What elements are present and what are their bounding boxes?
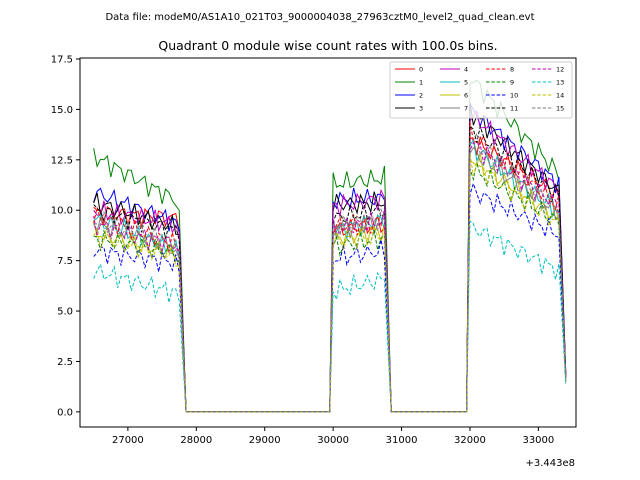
y-tick-label: 0.0: [57, 407, 73, 418]
x-tick-label: 31000: [386, 435, 418, 446]
x-tick-label: 30000: [317, 435, 349, 446]
legend-frame: [389, 61, 573, 119]
y-tick-label: 12.5: [51, 155, 73, 166]
legend-label-12: 12: [556, 66, 564, 74]
legend-label-2: 2: [419, 92, 423, 100]
x-tick-label: 32000: [454, 435, 486, 446]
legend-label-9: 9: [510, 79, 514, 87]
y-tick-label: 15.0: [51, 105, 73, 116]
y-tick-label: 2.5: [57, 357, 73, 368]
chart-title: Quadrant 0 module wise count rates with …: [158, 38, 497, 53]
series-line-0: [93, 136, 567, 413]
series-line-14: [93, 153, 567, 413]
x-tick-label: 27000: [112, 435, 144, 446]
series-line-4: [93, 109, 567, 413]
legend-label-5: 5: [464, 79, 468, 87]
x-offset-label: +3.443e8: [525, 458, 575, 469]
series-line-8: [93, 121, 567, 413]
legend-label-13: 13: [556, 79, 564, 87]
series-line-9: [93, 162, 567, 413]
legend-label-11: 11: [510, 105, 518, 113]
legend-label-4: 4: [464, 66, 468, 74]
y-tick-label: 7.5: [57, 256, 73, 267]
series-layer: [93, 79, 567, 413]
y-tick-label: 5.0: [57, 307, 73, 318]
series-line-5: [93, 138, 567, 413]
suptitle: Data file: modeM0/AS1A10_021T03_90000040…: [105, 12, 534, 23]
y-axis: 0.0 2.5 5.0 7.5 10.0 12.5 15.0 17.5: [51, 55, 80, 418]
legend-label-0: 0: [419, 66, 423, 74]
legend-label-15: 15: [556, 105, 564, 113]
series-line-12: [93, 142, 567, 413]
x-tick-label: 28000: [180, 435, 212, 446]
y-tick-label: 17.5: [51, 55, 73, 66]
legend-label-1: 1: [419, 79, 423, 87]
legend-label-6: 6: [464, 92, 468, 100]
x-tick-label: 33000: [522, 435, 554, 446]
legend-label-3: 3: [419, 105, 423, 113]
plot-frame: [79, 57, 577, 428]
legend-label-8: 8: [510, 66, 514, 74]
y-tick-label: 10.0: [51, 206, 73, 217]
legend-label-14: 14: [556, 92, 564, 100]
legend-label-7: 7: [464, 105, 468, 113]
legend-label-10: 10: [510, 92, 518, 100]
series-line-15: [93, 131, 567, 413]
x-axis: 27000 28000 29000 30000 31000 32000 33000: [112, 427, 554, 446]
series-line-10: [93, 182, 567, 413]
x-tick-label: 29000: [249, 435, 281, 446]
